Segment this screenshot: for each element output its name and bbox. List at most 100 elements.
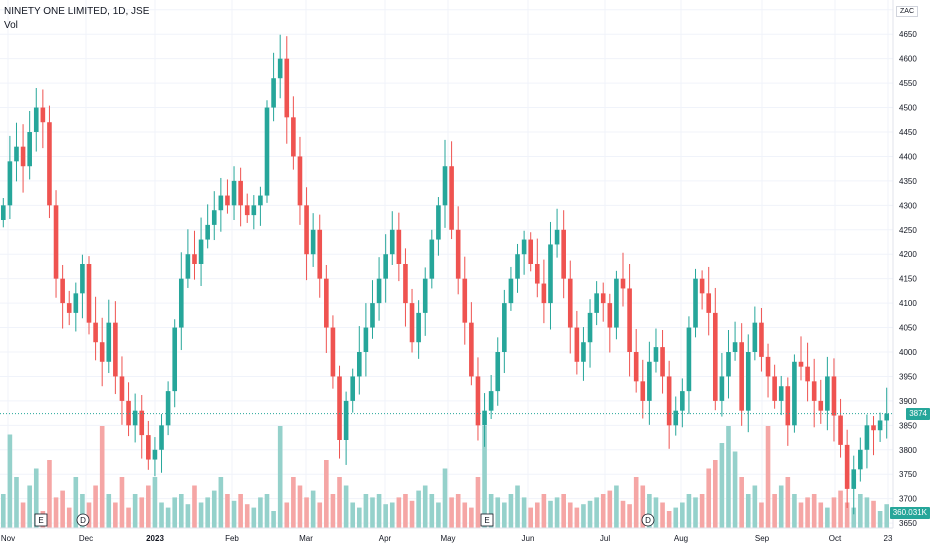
candles <box>0 34 890 515</box>
candle-body <box>825 376 830 411</box>
time-tick-label: Jul <box>600 534 610 543</box>
candle-body <box>699 278 705 294</box>
volume-bar <box>765 426 771 528</box>
volume-bar <box>218 477 224 528</box>
candle-body <box>20 146 26 167</box>
candle-body <box>884 413 890 421</box>
candle-body <box>567 278 573 328</box>
volume-bar <box>719 443 725 528</box>
volume-bar <box>192 485 197 528</box>
candle-body <box>258 195 263 206</box>
price-axis[interactable]: 3650 3700 3750 3800 3850 3900 3950 4000 4050 4100… <box>899 6 917 528</box>
volume-bar <box>350 502 356 528</box>
time-tick-label: Mar <box>299 534 313 543</box>
candle-body <box>805 366 810 382</box>
volume-bar <box>653 497 659 528</box>
volume-bar <box>416 490 421 528</box>
volume-bar <box>548 500 553 528</box>
dividend-marker[interactable] <box>76 513 90 527</box>
volume-bar <box>238 494 243 528</box>
candle-body <box>291 117 296 157</box>
candle-body <box>587 312 593 343</box>
candle-body <box>304 205 309 255</box>
candle-body <box>778 386 784 401</box>
volume-bar <box>864 497 870 528</box>
price-tick-label: 3650 <box>899 519 917 528</box>
volume-bar <box>330 494 336 528</box>
event-marker-e[interactable]: E <box>34 513 48 527</box>
price-tick-label: 4250 <box>899 226 917 235</box>
volume-bar <box>488 494 494 528</box>
candle-body <box>759 322 764 357</box>
volume-bar <box>818 502 824 528</box>
volume-bar <box>831 497 837 528</box>
volume-bar <box>475 477 481 528</box>
time-tick-label: 23 <box>884 534 893 543</box>
candle-body <box>172 327 178 392</box>
candle-body <box>185 254 191 279</box>
candle-body <box>80 264 85 294</box>
candle-body <box>178 278 184 328</box>
candle-body <box>482 410 487 426</box>
candle-body <box>581 342 586 362</box>
volume-bar <box>93 485 98 528</box>
volume-bar <box>561 494 566 528</box>
volume-bar <box>370 497 375 528</box>
candle-body <box>442 166 448 206</box>
event-marker-d[interactable]: D <box>641 513 655 527</box>
volume-bar <box>126 507 131 528</box>
grid <box>0 0 893 528</box>
price-tick-label: 4050 <box>899 324 917 333</box>
volume-label[interactable]: Vol <box>4 20 18 31</box>
candle-body <box>370 303 375 328</box>
candle-body <box>198 239 204 264</box>
price-tick-label: 4400 <box>899 152 917 161</box>
time-tick-label: Sep <box>755 534 770 543</box>
time-axis[interactable]: Nov Dec 2023 Feb Mar Apr May Jun Jul Aug Sep Oct 23 <box>1 534 893 543</box>
candle-body <box>86 264 92 323</box>
volume-bar <box>633 477 639 528</box>
price-tick-label: 3950 <box>899 372 917 381</box>
volume-bar <box>706 468 712 528</box>
candle-body <box>337 376 342 440</box>
candle-body <box>277 58 283 79</box>
candle-body <box>211 210 217 225</box>
volume-bar <box>119 477 125 528</box>
volume-bar <box>297 485 303 528</box>
volume-bar <box>851 507 857 528</box>
candle-body <box>53 205 59 279</box>
earnings-marker[interactable] <box>480 513 494 527</box>
volume-bar <box>205 497 210 528</box>
volume-bar <box>198 502 204 528</box>
candle-body <box>60 278 65 304</box>
symbol-title[interactable]: NINETY ONE LIMITED, 1D, JSE <box>4 6 150 17</box>
candle-body <box>765 356 771 377</box>
candle-body <box>106 322 112 362</box>
event-marker-d[interactable]: D <box>76 513 90 527</box>
volume-bar <box>27 485 32 528</box>
dividend-marker[interactable] <box>641 513 655 527</box>
volume-bar <box>99 426 105 528</box>
candle-body <box>429 239 435 279</box>
event-marker-e[interactable]: E <box>480 513 494 527</box>
event-label: E <box>38 516 43 525</box>
time-tick-label: 2023 <box>146 534 164 543</box>
earnings-marker[interactable] <box>34 513 48 527</box>
volume-bar <box>422 485 428 528</box>
volume-bar <box>554 497 560 528</box>
volume-bar <box>680 502 685 528</box>
price-tick-label: 3900 <box>899 397 917 406</box>
candle-body <box>475 376 481 426</box>
time-tick-label: Nov <box>1 534 15 543</box>
currency-badge[interactable]: ZAC <box>896 6 918 17</box>
volume-bar <box>146 485 151 528</box>
candle-body <box>541 283 547 304</box>
volume-bar <box>482 426 487 528</box>
candle-body <box>416 312 421 343</box>
candle-body <box>244 205 250 216</box>
candle-body <box>627 288 632 352</box>
volume-bar <box>858 494 863 528</box>
candle-body <box>680 391 685 411</box>
candle-body <box>113 322 118 377</box>
